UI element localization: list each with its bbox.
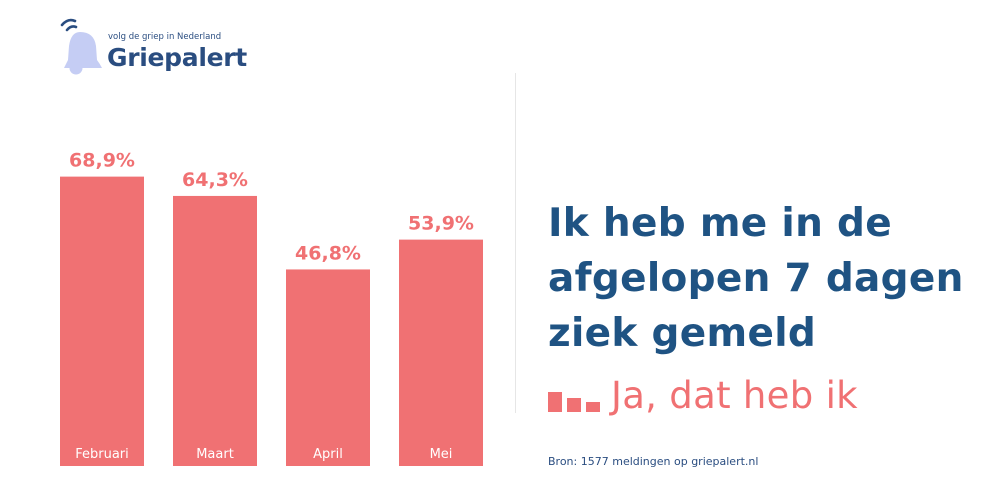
category-label-maart: Maart	[196, 447, 234, 462]
divider	[515, 73, 516, 413]
logo-tagline: volg de griep in Nederland	[108, 32, 222, 42]
source-note: Bron: 1577 meldingen op griepalert.nl	[548, 455, 759, 468]
bar-februari	[60, 176, 144, 466]
legend-label: Ja, dat heb ik	[611, 374, 858, 417]
value-label-maart: 64,3%	[182, 169, 248, 191]
logo-brand: Griepalert	[107, 43, 247, 72]
chart-headline: Ik heb me in de afgelopen 7 dagen ziek g…	[548, 201, 964, 356]
bell-logo-icon	[60, 18, 102, 75]
bar-mei	[399, 239, 483, 466]
bar-april	[286, 269, 370, 466]
value-label-februari: 68,9%	[69, 150, 135, 172]
category-label-mei: Mei	[430, 447, 453, 462]
value-label-mei: 53,9%	[408, 213, 474, 235]
value-label-april: 46,8%	[295, 242, 361, 264]
legend-bars-icon	[548, 392, 600, 412]
logo: volg de griep in Nederland Griepalert	[58, 16, 258, 78]
bar-maart	[173, 195, 257, 466]
category-label-februari: Februari	[75, 447, 129, 462]
bar-chart: 68,9% Februari 64,3% Maart 46,8% April 53,9% Me…	[60, 150, 483, 466]
category-label-april: April	[313, 447, 343, 462]
